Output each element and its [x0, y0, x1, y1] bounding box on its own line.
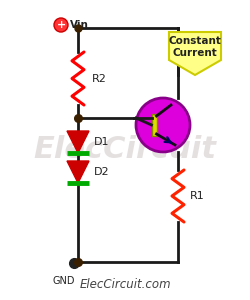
Text: D1: D1 [94, 137, 110, 147]
Text: Vin: Vin [70, 20, 89, 30]
Text: R2: R2 [92, 74, 107, 83]
Text: ElecCircuit.com: ElecCircuit.com [79, 278, 171, 290]
Text: D2: D2 [94, 167, 110, 177]
Text: +: + [56, 20, 66, 30]
Circle shape [136, 98, 190, 152]
Text: R1: R1 [190, 191, 205, 201]
Circle shape [54, 18, 68, 32]
Text: Current: Current [172, 48, 218, 58]
FancyBboxPatch shape [152, 114, 156, 136]
Text: ElecCircuit: ElecCircuit [34, 136, 216, 164]
Polygon shape [67, 131, 89, 153]
Polygon shape [169, 32, 221, 75]
Polygon shape [67, 161, 89, 183]
Text: GND: GND [53, 276, 75, 286]
Text: Constant: Constant [168, 36, 222, 46]
